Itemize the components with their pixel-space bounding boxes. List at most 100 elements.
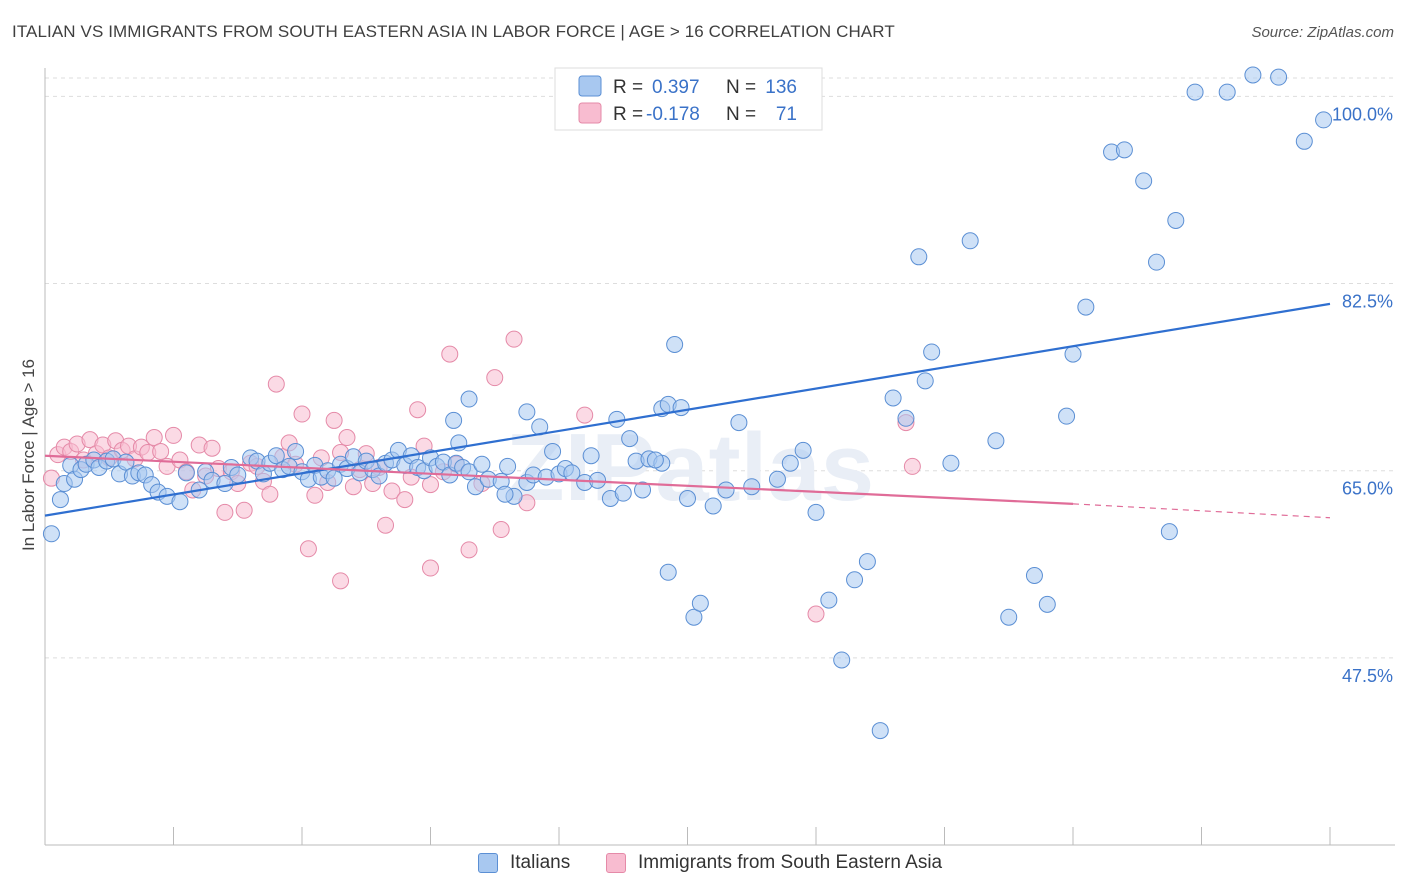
point-sea-41 (306, 486, 324, 504)
italian-points (42, 66, 1333, 740)
point-sea-46 (338, 429, 356, 447)
point-italians-133 (1167, 211, 1185, 229)
point-italians-26 (229, 466, 247, 484)
point-italians-117 (916, 372, 934, 390)
legend-r-label-0: R = (613, 77, 643, 98)
point-italians-109 (820, 591, 838, 609)
legend-bottom: Italians Immigrants from South Eastern A… (0, 850, 1406, 880)
point-italians-121 (987, 432, 1005, 450)
point-italians-100 (691, 594, 709, 612)
point-italians-98 (659, 563, 677, 581)
point-italians-139 (1315, 111, 1333, 129)
y-tick-labels: 47.5% 65.0% 82.5% 100.0% (1332, 104, 1393, 685)
point-italians-105 (768, 470, 786, 488)
point-italians-135 (1218, 83, 1236, 101)
point-italians-134 (1186, 83, 1204, 101)
point-sea-19 (165, 426, 182, 444)
trend-line-sea (44, 454, 1074, 505)
legend-r-value-1: -0.178 (646, 104, 700, 125)
point-italians-81 (614, 484, 632, 502)
trend-line-sea-extrapolated (1072, 503, 1331, 519)
legend-n-value-0: 136 (765, 77, 797, 98)
point-italians-129 (1115, 141, 1133, 159)
point-sea-66 (505, 330, 523, 348)
point-italians-63 (473, 455, 491, 473)
point-sea-17 (152, 442, 170, 460)
point-italians-104 (743, 478, 761, 496)
point-italians-62 (466, 478, 484, 496)
point-italians-99 (685, 608, 703, 626)
point-sea-68 (576, 406, 594, 424)
point-italians-130 (1135, 172, 1153, 190)
gridlines (45, 77, 1395, 659)
legend-r-label-1: R = (613, 104, 643, 125)
chart-title: ITALIAN VS IMMIGRANTS FROM SOUTH EASTERN… (12, 22, 895, 41)
point-italians-138 (1295, 132, 1313, 150)
point-italians-103 (730, 414, 748, 432)
legend-n-label-1: N = (726, 104, 756, 125)
point-italians-91 (646, 451, 664, 469)
trend-lines (44, 302, 1331, 519)
legend-swatch-italians-bottom (478, 853, 498, 873)
point-italians-116 (910, 248, 928, 266)
point-italians-120 (961, 232, 979, 250)
point-italians-71 (496, 485, 514, 503)
scatter-plot: ZIPatlas 47.5%65.0%82.5%100.0% 0.0%100.0… (19, 66, 1395, 846)
point-sea-27 (216, 503, 234, 521)
point-italians-119 (942, 454, 960, 472)
point-sea-56 (409, 401, 427, 419)
point-italians-112 (858, 553, 876, 571)
point-italians-106 (781, 454, 799, 472)
point-italians-34 (287, 442, 305, 460)
point-italians-126 (1064, 345, 1082, 363)
point-italians-127 (1077, 298, 1095, 316)
point-italians-94 (544, 442, 562, 460)
legend-n-value-1: 71 (776, 104, 797, 125)
point-sea-44 (325, 411, 343, 429)
point-sea-52 (377, 516, 395, 534)
point-italians-108 (807, 503, 825, 521)
point-italians-12 (117, 453, 135, 471)
point-italians-87 (672, 399, 690, 417)
legend-swatch-italians (578, 75, 602, 97)
legend-item-italians: Italians (478, 852, 570, 874)
y-tick-label-3: 100.0% (1332, 104, 1393, 124)
y-tick-label-2: 82.5% (1342, 292, 1393, 312)
point-italians-118 (923, 343, 941, 361)
point-italians-137 (1270, 68, 1288, 86)
point-sea-58 (422, 476, 439, 494)
point-italians-68 (445, 411, 463, 429)
y-tick-label-1: 65.0% (1342, 479, 1393, 499)
point-italians-88 (679, 490, 696, 507)
point-sea-16 (145, 429, 163, 447)
legend-r-value-0: 0.397 (652, 77, 700, 98)
legend-label-sea: Immigrants from South Eastern Asia (638, 852, 943, 873)
legend-n-label-0: N = (726, 77, 756, 98)
point-italians-111 (846, 571, 864, 589)
point-italians-136 (1244, 66, 1262, 84)
point-italians-20 (177, 464, 195, 482)
y-tick-label-0: 47.5% (1342, 666, 1393, 686)
point-sea-54 (396, 491, 414, 509)
point-sea-47 (344, 478, 362, 496)
legend-swatch-sea-bottom (606, 853, 626, 873)
point-italians-110 (833, 651, 851, 669)
point-sea-25 (203, 439, 221, 457)
point-italians-107 (794, 441, 812, 459)
point-italians-115 (897, 409, 915, 427)
point-italians-70 (460, 390, 478, 408)
point-sea-69 (807, 605, 825, 623)
point-italians-90 (634, 481, 652, 499)
point-sea-73 (332, 572, 350, 590)
point-italians-114 (884, 389, 902, 407)
point-italians-89 (666, 336, 684, 353)
point-italians-0 (42, 525, 60, 543)
point-italians-102 (717, 481, 735, 499)
point-sea-60 (441, 345, 459, 363)
point-italians-122 (1000, 608, 1018, 626)
point-sea-64 (486, 369, 504, 387)
point-sea-30 (235, 501, 253, 519)
point-sea-34 (261, 485, 279, 503)
point-italians-66 (499, 457, 517, 475)
point-italians-92 (518, 403, 536, 421)
